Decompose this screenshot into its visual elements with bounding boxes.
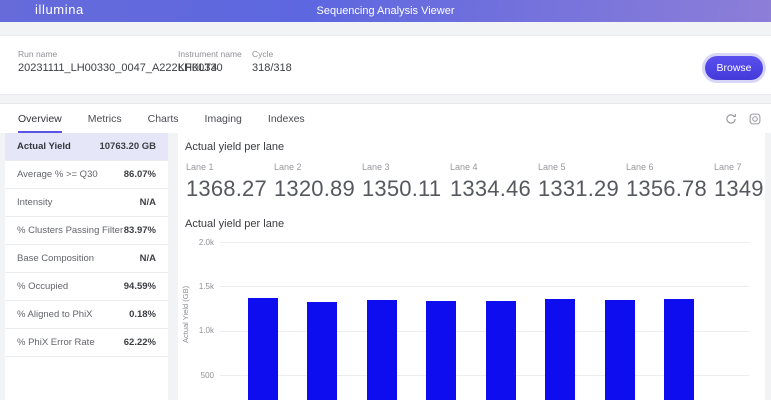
lane-yield-section-title: Actual yield per lane	[185, 141, 285, 153]
cycle-label: Cycle	[252, 49, 274, 59]
cycle-value: 318/318	[252, 62, 292, 74]
metric-label: Actual Yield	[17, 141, 71, 152]
lane-label: Lane 1	[186, 162, 214, 172]
metric-label: Intensity	[17, 197, 53, 208]
lane-stat-card: Lane 3 1350.11	[362, 162, 450, 202]
lane-label: Lane 2	[274, 162, 302, 172]
y-tick-label: 500	[200, 370, 214, 380]
lane-stat-card: Lane 1 1368.27	[186, 162, 274, 202]
y-tick-label: 1.5k	[198, 281, 214, 291]
run-name-field: Run name 20231111_LH00330_0047_A222KFKLT…	[18, 49, 218, 74]
gridline	[220, 375, 749, 376]
run-name-label: Run name	[18, 49, 58, 59]
cycle-field: Cycle 318/318	[252, 49, 292, 74]
tab-imaging[interactable]: Imaging	[204, 112, 242, 125]
lane-value: 1320.89	[274, 176, 355, 201]
run-info-fields: Run name 20231111_LH00330_0047_A222KFKLT…	[0, 36, 771, 74]
metric-value: N/A	[139, 253, 156, 264]
lane-stat-card: Lane 2 1320.89	[274, 162, 362, 202]
lane-label: Lane 4	[450, 162, 478, 172]
lane-value: 1356.78	[626, 176, 707, 201]
run-name-value: 20231111_LH00330_0047_A222KFKLT4	[18, 62, 218, 74]
tabs-row: Overview Metrics Charts Imaging Indexes	[0, 103, 771, 133]
y-tick-label: 2.0k	[198, 237, 214, 247]
metric-label: Average % >= Q30	[17, 169, 98, 180]
lane-stat-card: Lane 6 1356.78	[626, 162, 714, 202]
metric-row[interactable]: % Occupied 94.59%	[5, 273, 168, 301]
y-tick-label: 1.0k	[198, 326, 214, 336]
gridline	[220, 330, 749, 332]
metric-label: % PhiX Error Rate	[17, 337, 95, 348]
metric-row[interactable]: % Clusters Passing Filter 83.97%	[5, 217, 168, 245]
metric-row[interactable]: Base Composition N/A	[5, 245, 168, 273]
settings-icon[interactable]	[749, 113, 761, 125]
metric-label: % Clusters Passing Filter	[17, 225, 124, 236]
lane-value: 1331.29	[538, 176, 619, 201]
yield-bar-chart: Actual Yield (GB) 2.0k 1.5k 1.0k 500	[178, 225, 765, 400]
lane-stat-card: Lane 5 1331.29	[538, 162, 626, 202]
lane-value: 1350.11	[362, 176, 442, 201]
bar-lane-8	[664, 299, 695, 400]
tab-bar: Overview Metrics Charts Imaging Indexes	[0, 104, 305, 133]
app-header: illumina Sequencing Analysis Viewer	[0, 0, 771, 22]
metric-label: Base Composition	[17, 253, 95, 264]
illumina-logo: illumina	[35, 2, 84, 17]
bar-lane-3	[366, 299, 397, 400]
instrument-name-label: Instrument name	[178, 49, 242, 59]
bar-lane-6	[545, 299, 576, 400]
refresh-icon[interactable]	[725, 113, 737, 125]
metric-row[interactable]: Intensity N/A	[5, 189, 168, 217]
metric-row[interactable]: % Aligned to PhiX 0.18%	[5, 301, 168, 329]
metrics-sidebar: Actual Yield 10763.20 GB Average % >= Q30 8…	[5, 133, 168, 400]
tab-overview[interactable]: Overview	[18, 104, 62, 133]
toolbar-icons	[725, 104, 761, 133]
lane-label: Lane 7	[714, 162, 742, 172]
metric-value: 62.22%	[123, 337, 156, 348]
instrument-name-field: Instrument name LH00330	[178, 49, 252, 74]
gridline	[220, 242, 749, 243]
lane-label: Lane 6	[626, 162, 654, 172]
lane-value: 1349	[714, 176, 764, 201]
metric-label: % Aligned to PhiX	[17, 309, 93, 320]
instrument-name-value: LH00330	[178, 62, 223, 74]
tab-metrics[interactable]: Metrics	[87, 112, 122, 125]
gridline	[220, 286, 749, 288]
lane-value: 1368.27	[186, 176, 267, 201]
bar-lane-5	[485, 301, 516, 400]
tab-indexes[interactable]: Indexes	[267, 112, 305, 125]
chart-title: Actual yield per lane	[185, 218, 285, 230]
metric-row[interactable]: % PhiX Error Rate 62.22%	[5, 329, 168, 357]
lane-label: Lane 5	[538, 162, 566, 172]
lane-stat-card: Lane 4 1334.46	[450, 162, 538, 202]
run-info-card: Run name 20231111_LH00330_0047_A222KFKLT…	[0, 35, 771, 95]
metric-value: 0.18%	[129, 309, 156, 320]
browse-button[interactable]: Browse	[705, 56, 763, 80]
bar-lane-4	[426, 301, 457, 400]
metric-row[interactable]: Actual Yield 10763.20 GB	[5, 133, 168, 161]
lane-stat-card: Lane 7 1349	[714, 162, 771, 202]
metric-row[interactable]: Average % >= Q30 86.07%	[5, 161, 168, 189]
lane-label: Lane 3	[362, 162, 390, 172]
metric-label: % Occupied	[17, 281, 69, 292]
tab-charts[interactable]: Charts	[147, 112, 179, 125]
metric-value: 94.59%	[123, 281, 156, 292]
main-panel: Actual yield per lane Lane 1 1368.27 Lane …	[178, 133, 765, 400]
metric-value: N/A	[139, 197, 156, 208]
metric-value: 83.97%	[123, 225, 156, 236]
lane-value: 1334.46	[450, 176, 531, 201]
app-title: Sequencing Analysis Viewer	[316, 5, 455, 17]
bar-lane-7	[604, 299, 635, 400]
metric-value: 86.07%	[123, 169, 156, 180]
bar-lane-2	[307, 302, 338, 400]
lane-stats-row: Lane 1 1368.27 Lane 2 1320.89 Lane 3 1350.11 L…	[178, 162, 765, 202]
metric-value: 10763.20 GB	[99, 141, 156, 152]
bar-lane-1	[247, 298, 278, 400]
